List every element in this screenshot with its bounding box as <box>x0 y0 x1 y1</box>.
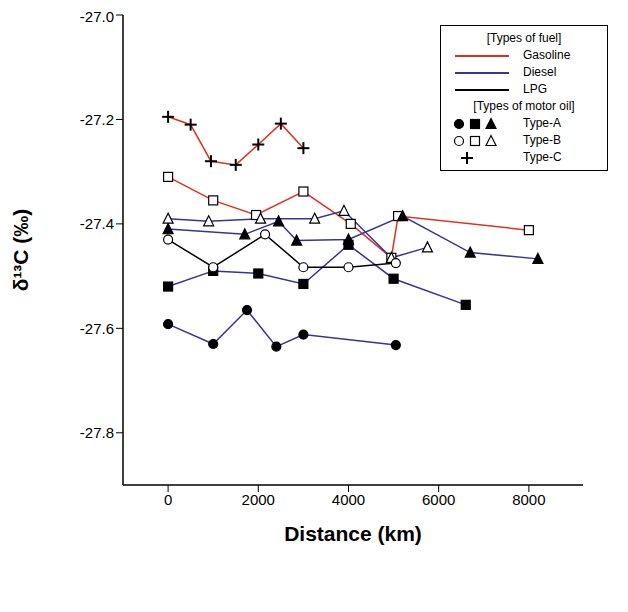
svg-text:2000: 2000 <box>242 491 275 508</box>
svg-text:-27.8: -27.8 <box>80 424 114 441</box>
svg-text:-27.4: -27.4 <box>80 215 114 232</box>
html-text:Type-C: Type-C <box>523 150 562 164</box>
svg-text:8000: 8000 <box>512 491 545 508</box>
svg-text:6000: 6000 <box>422 491 455 508</box>
html-text:[Types of fuel]: [Types of fuel] <box>486 31 562 45</box>
html-text:LPG: LPG <box>523 82 547 96</box>
svg-text:-27.0: -27.0 <box>80 8 114 25</box>
svg-text:δ¹³C (‰): δ¹³C (‰) <box>9 209 32 292</box>
svg-text:-27.2: -27.2 <box>80 111 114 128</box>
svg-text:-27.6: -27.6 <box>80 320 114 337</box>
html-text:Diesel: Diesel <box>523 65 557 79</box>
html-text:Gasoline: Gasoline <box>523 48 571 62</box>
html-text:Type-A: Type-A <box>523 116 561 130</box>
html-text:[Types of motor oil]: [Types of motor oil] <box>473 99 575 113</box>
svg-text:0: 0 <box>164 491 172 508</box>
svg-text:4000: 4000 <box>332 491 365 508</box>
svg-text:Distance (km): Distance (km) <box>284 522 422 545</box>
html-text:Type-B: Type-B <box>523 133 561 147</box>
